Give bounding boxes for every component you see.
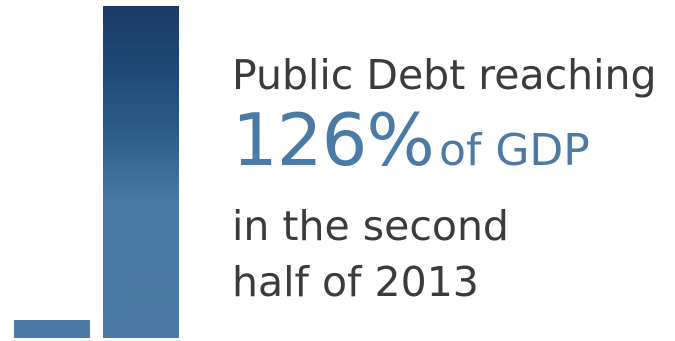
debt-bar — [103, 6, 179, 338]
headline-line-3: in the second — [232, 202, 509, 250]
headline-figure-line: 126% of GDP — [232, 102, 672, 198]
debt-percentage: 126% — [232, 98, 435, 182]
baseline-bar — [14, 320, 90, 338]
headline-text: Public Debt reaching 126% of GDP in the … — [232, 52, 672, 310]
headline-line-1: Public Debt reaching — [232, 51, 657, 99]
headline-line-4: half of 2013 — [232, 258, 479, 306]
debt-unit: of GDP — [438, 125, 590, 176]
